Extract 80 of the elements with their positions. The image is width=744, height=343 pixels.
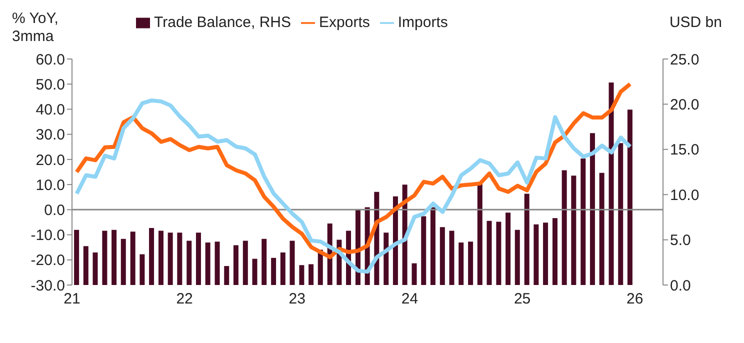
bar	[280, 252, 286, 285]
y-tick-label: 20.0	[36, 152, 65, 169]
x-tick-label: 26	[626, 290, 644, 308]
bar	[299, 265, 304, 285]
y2-tick-label: 0.0	[670, 277, 691, 294]
bar	[524, 194, 530, 285]
bar	[168, 232, 173, 285]
bar	[543, 222, 548, 285]
y-tick-label: 30.0	[36, 126, 65, 144]
bar	[149, 228, 154, 285]
bar	[552, 218, 558, 285]
y2-tick-label: 15.0	[670, 142, 700, 159]
bar	[440, 227, 445, 285]
bar	[308, 264, 314, 285]
bar	[214, 242, 220, 285]
x-tick-label: 23	[288, 290, 306, 308]
y-tick-label: -10.0	[30, 227, 65, 244]
bar	[496, 222, 502, 285]
bar	[233, 245, 238, 285]
bar	[158, 230, 164, 285]
bar	[430, 207, 436, 285]
bar	[130, 232, 136, 285]
bar	[384, 232, 389, 285]
bar	[140, 254, 145, 285]
y2-tick-label: 20.0	[670, 96, 700, 114]
bar	[458, 242, 464, 285]
bar	[290, 240, 295, 285]
bar	[618, 143, 624, 285]
x-tick-label: 22	[176, 290, 193, 308]
bar	[449, 230, 454, 285]
bar	[252, 258, 258, 285]
bar	[196, 232, 201, 285]
bar	[421, 216, 426, 285]
bar	[486, 220, 492, 285]
bar	[514, 230, 520, 285]
y-tick-label: 10.0	[36, 176, 65, 194]
bar	[627, 110, 632, 285]
bar	[506, 212, 511, 285]
bar	[571, 176, 576, 285]
y-tick-label: -20.0	[30, 252, 65, 270]
bar	[242, 240, 248, 285]
bar	[74, 230, 80, 285]
legend-label: Exports	[319, 14, 370, 31]
y-tick-label: -30.0	[30, 277, 65, 294]
y-tick-label: 60.0	[36, 51, 65, 68]
bar	[608, 82, 614, 285]
legend-label: Trade Balance, RHS	[154, 14, 292, 31]
y-tick-label: 50.0	[36, 76, 65, 94]
bar	[412, 263, 417, 285]
bar	[534, 224, 539, 285]
y2-tick-label: 5.0	[670, 232, 691, 250]
y-axis-title: % YoY, 3mma	[12, 10, 60, 46]
y-tick-label: 40.0	[36, 102, 65, 119]
bar	[224, 266, 230, 285]
bar	[271, 258, 276, 285]
bar	[92, 252, 98, 285]
bar	[477, 182, 482, 285]
bar	[186, 240, 192, 285]
bar	[83, 246, 88, 285]
bar	[112, 230, 117, 285]
y2-tick-label: 10.0	[670, 186, 700, 204]
y2-tick-label: 25.0	[670, 51, 700, 68]
line-series	[74, 82, 632, 260]
x-tick-label: 24	[401, 290, 418, 308]
y-tick-label: 0.0	[44, 202, 65, 219]
y2-axis-title: USD bn	[669, 14, 722, 31]
bar	[562, 170, 567, 285]
x-tick-label: 21	[64, 290, 80, 308]
bar	[590, 133, 595, 285]
bar	[177, 232, 182, 285]
bar	[205, 242, 210, 285]
line-series	[74, 98, 632, 274]
bar	[580, 158, 586, 285]
bar	[102, 230, 108, 285]
x-tick-label: 25	[514, 290, 531, 308]
bar	[468, 242, 474, 285]
bar	[120, 238, 126, 285]
bar	[262, 238, 267, 285]
legend-label: Imports	[398, 14, 448, 31]
bar	[599, 172, 604, 285]
